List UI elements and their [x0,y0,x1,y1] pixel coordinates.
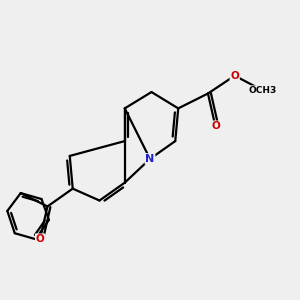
Text: O: O [230,71,239,81]
Text: OCH3: OCH3 [249,86,277,95]
Text: N: N [146,154,154,164]
Text: O: O [211,121,220,131]
Text: O: O [36,234,44,244]
